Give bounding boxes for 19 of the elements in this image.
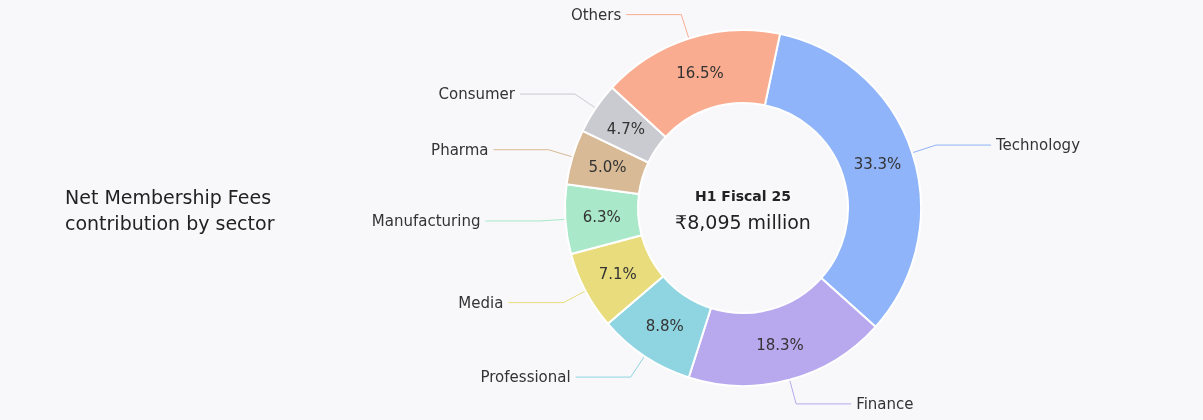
slice-label: Consumer xyxy=(438,85,516,104)
slice-label: Finance xyxy=(856,394,914,413)
data-label: 18.3% xyxy=(756,335,804,354)
slice-label: Others xyxy=(570,5,622,24)
data-label: 5.0% xyxy=(588,158,627,177)
slice-label: Pharma xyxy=(431,140,489,159)
data-label: 33.3% xyxy=(853,155,902,174)
text: ₹8,095 million xyxy=(675,211,811,233)
text: Net Membership Fees contribution by sector xyxy=(65,186,278,234)
data-label: 4.7% xyxy=(606,119,645,138)
slice-label: Professional xyxy=(480,368,571,387)
text: H1 Fiscal 25 xyxy=(695,188,791,204)
data-label: 8.8% xyxy=(645,316,684,335)
data-label: 16.5% xyxy=(676,64,724,83)
data-label: 7.1% xyxy=(598,264,637,283)
slice-label: Media xyxy=(458,293,504,312)
data-label: 6.3% xyxy=(582,208,621,227)
slice-label: Technology xyxy=(995,136,1081,155)
slice-label: Manufacturing xyxy=(371,211,481,230)
